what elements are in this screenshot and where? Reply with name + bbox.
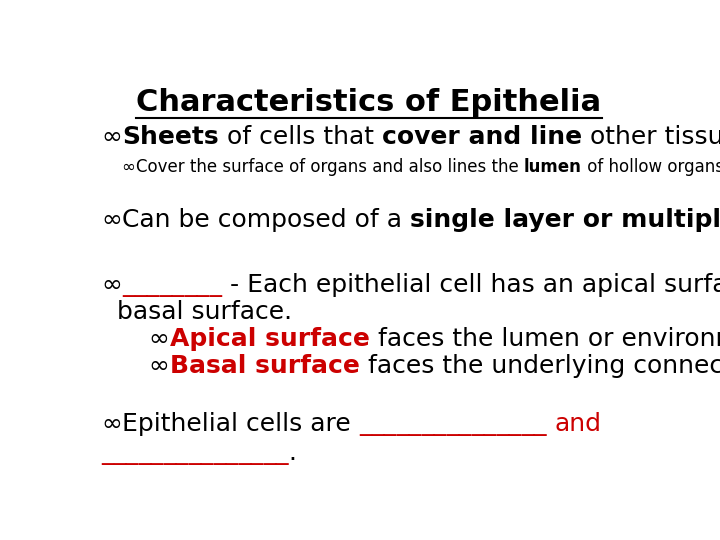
- Text: faces the lumen or environment: faces the lumen or environment: [370, 327, 720, 351]
- Text: Sheets: Sheets: [122, 125, 219, 149]
- Text: ∞: ∞: [101, 412, 122, 436]
- Text: of hollow organs.: of hollow organs.: [582, 158, 720, 177]
- Text: lumen: lumen: [524, 158, 582, 177]
- Text: ∞: ∞: [101, 158, 136, 177]
- Text: and: and: [554, 412, 601, 436]
- Text: Apical surface: Apical surface: [170, 327, 370, 351]
- Text: Characteristics of Epithelia: Characteristics of Epithelia: [136, 87, 602, 117]
- Text: - Each epithelial cell has an apical surface and a: - Each epithelial cell has an apical sur…: [222, 273, 720, 296]
- Text: ∞: ∞: [101, 354, 170, 378]
- Text: _______________: _______________: [101, 441, 289, 465]
- Text: cover and line: cover and line: [382, 125, 582, 149]
- Text: ∞: ∞: [101, 273, 122, 296]
- Text: Epithelial cells are: Epithelial cells are: [122, 412, 359, 436]
- Text: single layer or multiple layers: single layer or multiple layers: [410, 208, 720, 232]
- Text: faces the underlying connective tissue: faces the underlying connective tissue: [360, 354, 720, 378]
- Text: other tissues.: other tissues.: [582, 125, 720, 149]
- Text: ∞: ∞: [101, 327, 170, 351]
- Text: Basal surface: Basal surface: [170, 354, 360, 378]
- Text: ________: ________: [122, 273, 222, 296]
- Text: Cover the surface of organs and also lines the: Cover the surface of organs and also lin…: [136, 158, 524, 177]
- Text: Can be composed of a: Can be composed of a: [122, 208, 410, 232]
- Text: ∞: ∞: [101, 208, 122, 232]
- Text: basal surface.: basal surface.: [101, 300, 292, 323]
- Text: ∞: ∞: [101, 125, 122, 149]
- Text: _______________: _______________: [359, 412, 546, 436]
- Text: of cells that: of cells that: [219, 125, 382, 149]
- Text: .: .: [289, 441, 297, 465]
